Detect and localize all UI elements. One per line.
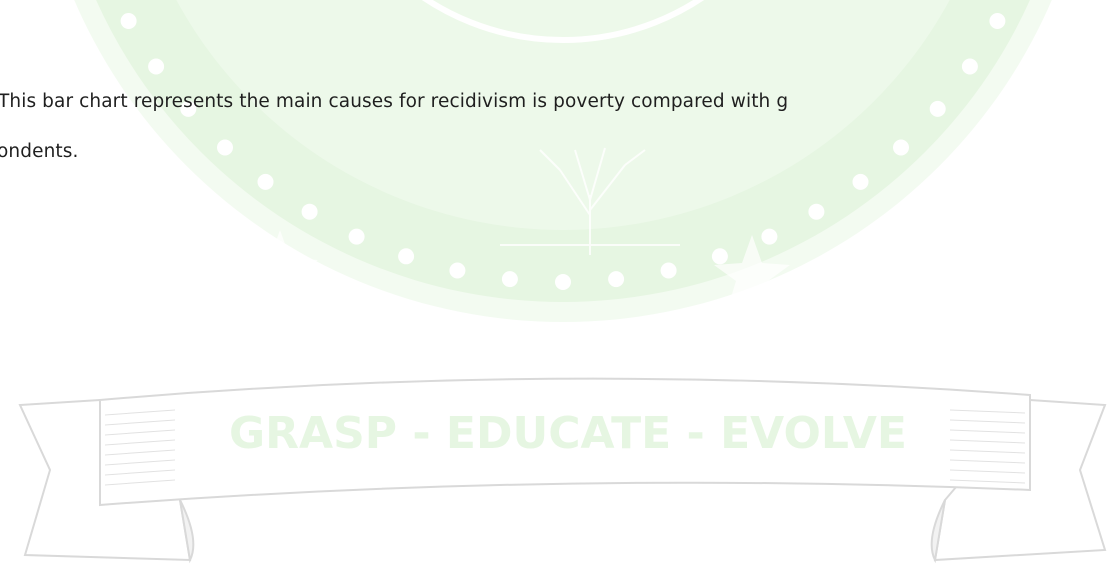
ribbon [20, 379, 1105, 560]
emblem-dot [502, 271, 518, 287]
emblem-dot [661, 263, 677, 279]
emblem-dot [302, 204, 318, 220]
watermark: GRASP - EDUCATE - EVOLVE [0, 0, 1113, 582]
emblem-dot [258, 174, 274, 190]
paragraph-line: This bar chart represents the main cause… [0, 91, 788, 112]
motto: GRASP - EDUCATE - EVOLVE [229, 408, 907, 459]
emblem-dot [853, 174, 869, 190]
emblem-dot [930, 101, 946, 117]
emblem-dot [761, 229, 777, 245]
emblem-dot [555, 274, 571, 290]
emblem-dot [989, 13, 1005, 29]
emblem-dot [217, 140, 233, 156]
emblem-dot [148, 59, 164, 75]
emblem-dot [893, 140, 909, 156]
page: GRASP - EDUCATE - EVOLVE This bar chart … [0, 0, 1113, 582]
emblem-dot [449, 263, 465, 279]
emblem-dot [121, 13, 137, 29]
emblem-dot [962, 59, 978, 75]
emblem-dot [712, 248, 728, 264]
emblem-dot [349, 229, 365, 245]
emblem-dot [808, 204, 824, 220]
paragraph-line: ondents. [0, 141, 78, 162]
emblem-dot [398, 248, 414, 264]
emblem-dot [608, 271, 624, 287]
